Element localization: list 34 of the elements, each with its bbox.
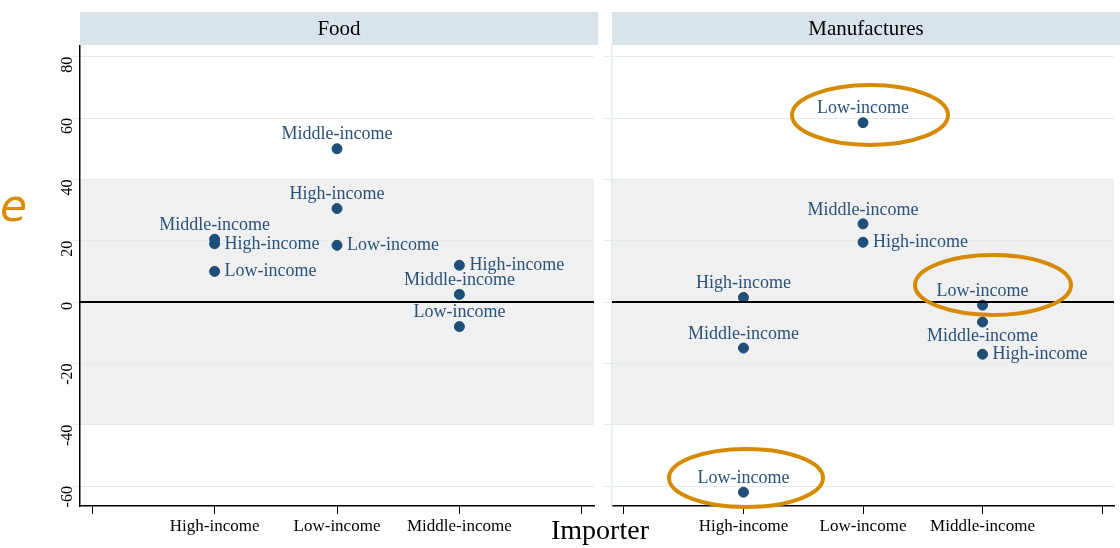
y-tick-label: 0 <box>58 302 76 311</box>
y-tick-label: 40 <box>58 179 76 196</box>
data-label: Low-income <box>347 234 439 255</box>
x-axis-title: Importer <box>551 514 649 546</box>
y-tick-label: -40 <box>58 424 76 447</box>
data-label: Middle-income <box>807 198 919 219</box>
data-label: High-income <box>224 232 320 253</box>
chart-title: Manufactures <box>612 12 1120 45</box>
data-label: Middle-income <box>927 324 1039 345</box>
y-tick-label: -60 <box>58 486 76 508</box>
chart-title: Food <box>80 12 598 45</box>
data-label: High-income <box>873 231 968 251</box>
x-tick-label: Low-income <box>293 515 381 535</box>
data-label: Low-income <box>936 279 1029 300</box>
data-label: Middle-income <box>159 213 271 234</box>
x-tick-label: Middle-income <box>930 515 1035 535</box>
data-label: High-income <box>289 183 385 204</box>
x-tick-label: Middle-income <box>406 515 512 535</box>
data-label: Low-income <box>224 260 317 281</box>
y-tick-label: 60 <box>58 118 76 135</box>
data-label: Middle-income <box>687 322 799 343</box>
y-axis-title: e <box>0 180 28 231</box>
data-label: Low-income <box>817 97 909 118</box>
x-tick-label: Low-income <box>819 515 907 535</box>
y-tick-label: -20 <box>58 363 76 385</box>
x-tick-label: High-income <box>698 515 789 535</box>
data-label: Low-income <box>697 466 790 487</box>
y-tick-label: 80 <box>58 56 76 73</box>
data-label: Middle-income <box>281 123 393 144</box>
x-tick-label: High-income <box>169 515 260 535</box>
data-label: Low-income <box>413 301 506 322</box>
data-label: High-income <box>695 272 791 293</box>
data-label: High-income <box>992 342 1088 363</box>
y-tick-label: 20 <box>58 240 76 257</box>
